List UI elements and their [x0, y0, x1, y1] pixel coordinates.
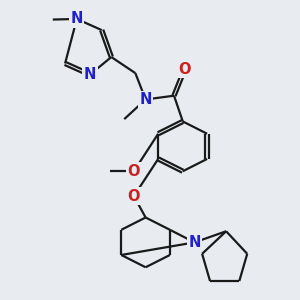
Text: N: N [140, 92, 152, 107]
Text: O: O [128, 189, 140, 204]
Text: N: N [70, 11, 83, 26]
Text: O: O [178, 62, 191, 77]
Text: N: N [188, 235, 201, 250]
Text: O: O [128, 164, 140, 179]
Text: N: N [84, 67, 96, 82]
